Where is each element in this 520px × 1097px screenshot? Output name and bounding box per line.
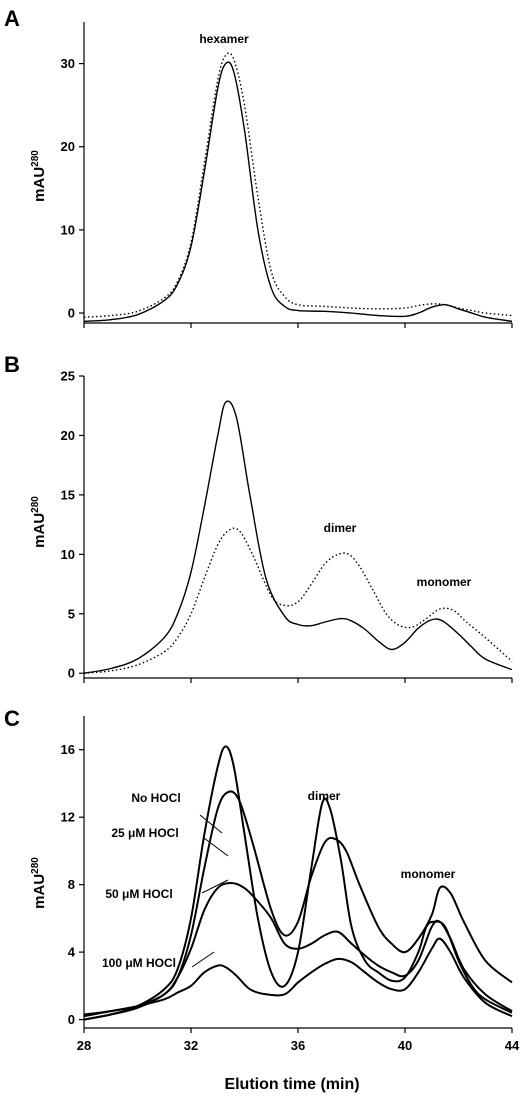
panel-b-ylabel-main: mAU (31, 513, 48, 548)
panel-c-series-1-line (83, 745, 513, 1021)
panel-a-plot-area: 0 10 20 30 (61, 22, 513, 328)
panel-c-annotation-monomer: monomer (401, 867, 456, 881)
panel-b-y-tick-label: 5 (68, 606, 75, 621)
panel-c-ylabel: mAU280 (30, 857, 48, 909)
panel-c-x-tick-label: 28 (77, 1038, 91, 1053)
panel-c-letter: C (4, 706, 20, 731)
panel-a-series-1-line (83, 61, 513, 323)
panel-c-series-2-line (83, 790, 513, 1021)
panel-a-y-tick-label: 0 (68, 306, 75, 321)
series-label-25uM: 25 μM HOCl (111, 826, 178, 840)
panel-b-series-2-line (83, 527, 513, 674)
leader-25uM (203, 837, 229, 857)
panel-c-x-tick-label: 40 (398, 1038, 412, 1053)
panel-a-y-tick-label: 30 (61, 56, 75, 71)
leader-no-hocl (199, 814, 223, 834)
panel-c-y-tick-label: 0 (68, 1012, 75, 1027)
panel-a-series-2-line (83, 52, 513, 318)
panel-b-y-tick-label: 25 (61, 369, 75, 384)
panel-b-plot-area: 0 5 10 15 20 25 (61, 369, 513, 683)
panel-c-plot-area: 0 4 8 12 16 28 32 36 40 44 (61, 716, 520, 1053)
panel-c-ylabel-sup: 280 (30, 857, 41, 874)
panel-c-y-tick-label: 8 (68, 877, 75, 892)
panel-a: A mAU280 0 10 20 30 hexamer (4, 6, 513, 328)
panel-b-y-tick-label: 20 (61, 428, 75, 443)
panel-b-annotation-monomer: monomer (417, 575, 472, 589)
panel-a-y-tick-label: 10 (61, 222, 75, 237)
panel-c-annotation-dimer: dimer (308, 789, 341, 803)
panel-a-ylabel-main: mAU (31, 167, 48, 202)
panel-c-series-3-line (83, 881, 513, 1016)
panel-b: B mAU280 0 5 10 15 20 25 dimer monomer (4, 352, 513, 683)
panel-b-y-tick-label: 15 (61, 487, 75, 502)
series-label-no-hocl: No HOCl (131, 791, 180, 805)
series-label-50uM: 50 μM HOCl (105, 887, 172, 901)
panel-c-ylabel-main: mAU (31, 874, 48, 909)
panel-c-y-tick-label: 16 (61, 742, 75, 757)
panel-b-annotation-dimer: dimer (324, 521, 357, 535)
panel-a-annotation-hexamer: hexamer (199, 32, 249, 46)
panel-c-y-tick-label: 12 (61, 810, 75, 825)
panel-a-y-tick-label: 20 (61, 139, 75, 154)
panel-b-y-tick-label: 0 (68, 666, 75, 681)
panel-c-y-tick-label: 4 (68, 945, 76, 960)
panel-c-xlabel: Elution time (min) (224, 1076, 359, 1093)
series-label-100uM: 100 μM HOCl (102, 956, 176, 970)
panel-b-series-1-line (83, 400, 513, 674)
leader-50uM (201, 879, 229, 894)
panel-b-letter: B (4, 352, 20, 377)
panel-c-series-4-line (83, 937, 513, 1018)
panel-c-x-tick-label: 44 (505, 1038, 520, 1053)
leader-100uM (191, 951, 215, 968)
panel-c: C mAU280 0 4 8 12 16 28 32 36 40 44 No HOCl 25 μM… (4, 706, 520, 1093)
panel-c-x-tick-label: 32 (184, 1038, 198, 1053)
panel-a-ylabel: mAU280 (30, 150, 48, 202)
panel-c-x-tick-label: 36 (291, 1038, 305, 1053)
panel-b-ylabel-sup: 280 (30, 496, 41, 513)
panel-a-letter: A (4, 6, 20, 31)
panel-b-y-tick-label: 10 (61, 547, 75, 562)
panel-a-ylabel-sup: 280 (30, 150, 41, 167)
panel-b-ylabel: mAU280 (30, 496, 48, 548)
